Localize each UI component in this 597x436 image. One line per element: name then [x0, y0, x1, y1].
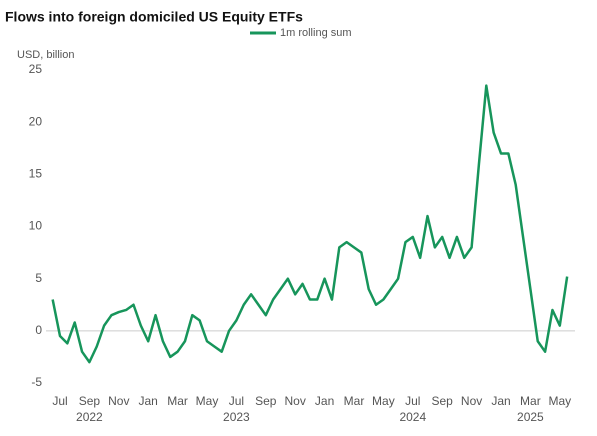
x-tick-label: Jan: [314, 394, 335, 408]
x-tick-label: Jul: [52, 394, 68, 408]
x-tick-label: Nov: [284, 394, 306, 408]
legend-label: 1m rolling sum: [280, 27, 352, 39]
x-tick-label: May: [548, 394, 572, 408]
x-tick-label: Jul 2023: [223, 394, 250, 424]
x-tick-label: Nov: [460, 394, 483, 408]
x-tick-label: Mar 2025: [517, 394, 544, 424]
x-tick-label: Sep 2022: [76, 394, 103, 424]
x-tick-label: Jan: [491, 394, 511, 408]
y-tick-label: 5: [35, 271, 42, 285]
y-axis-label: USD, billion: [17, 49, 74, 61]
chart-title: Flows into foreign domiciled US Equity E…: [5, 9, 303, 25]
y-tick-label: 20: [29, 114, 43, 128]
y-tick-label: 10: [29, 219, 43, 233]
x-tick-label: May: [195, 394, 219, 408]
x-tick-label: Nov: [108, 394, 130, 408]
x-tick-label: Jul 2024: [399, 394, 427, 424]
y-tick-label: 15: [29, 167, 43, 181]
x-tick-label: Sep: [255, 394, 277, 408]
y-tick-label: 25: [29, 62, 43, 76]
x-tick-label: Jan: [138, 394, 158, 408]
y-tick-label: -5: [31, 375, 42, 389]
y-tick-label: 0: [35, 323, 42, 337]
x-tick-label: Mar: [167, 394, 188, 408]
line-series: [51, 84, 569, 364]
x-tick-label: May: [372, 394, 395, 408]
x-tick-label: Mar: [343, 394, 365, 408]
x-tick-label: Sep: [431, 394, 453, 408]
